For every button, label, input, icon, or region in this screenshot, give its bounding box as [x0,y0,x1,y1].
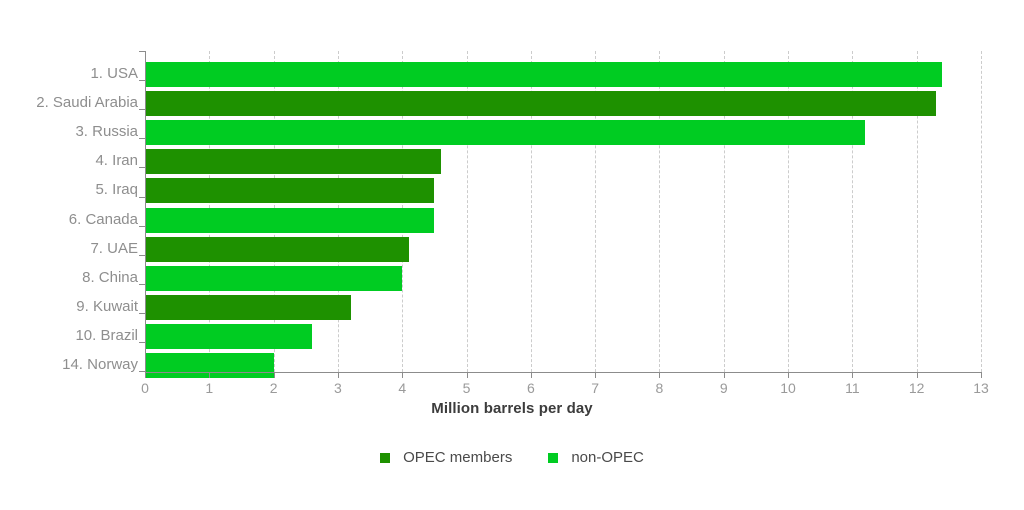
y-tick [139,371,146,373]
x-tick-label: 3 [334,380,342,396]
x-tick [209,372,211,378]
y-category-label: 6. Canada [68,210,138,228]
gridline [788,51,790,372]
y-tick [139,167,146,169]
bar[interactable] [145,149,441,175]
y-category-label: 10. Brazil [75,326,138,344]
gridline [852,51,854,372]
y-tick [139,342,146,343]
x-tick-label: 5 [462,380,471,396]
x-tick [981,372,982,378]
gridline [723,51,725,372]
bar[interactable] [145,236,409,262]
x-tick-label: 6 [526,380,535,396]
gridline [916,51,918,372]
y-axis-line [145,51,146,372]
x-tick [659,372,661,378]
legend-label: non-OPEC [571,449,644,466]
y-category-label: 14. Norway [62,356,138,373]
bar[interactable] [145,265,403,291]
x-tick [916,372,918,378]
legend-swatch-icon [548,452,559,463]
legend-item[interactable]: non-OPEC [548,449,644,466]
y-tick [139,225,146,227]
y-category-label: 1. USA [90,65,138,82]
x-tick [723,372,725,378]
x-axis-title: Million barrels per day [431,400,593,417]
y-category-label: 5. Iraq [95,181,138,199]
bar[interactable] [145,294,351,320]
bar[interactable] [145,120,866,146]
x-tick [852,372,854,378]
x-tick-label: 1 [205,380,214,396]
legend-item[interactable]: OPEC members [380,449,512,466]
x-tick [145,372,146,378]
gridline [659,51,661,372]
x-tick [402,372,404,378]
y-tick [139,196,146,198]
bar[interactable] [145,178,435,204]
x-axis-line [145,372,981,373]
x-tick [595,372,597,378]
gridline [530,51,532,372]
x-tick-label: 2 [269,380,278,396]
x-tick-label: 9 [719,380,728,396]
x-tick-label: 12 [908,380,925,396]
x-tick-label: 8 [655,380,664,396]
y-tick [139,109,146,111]
legend: OPEC members non-OPEC [0,449,1024,466]
gridline [981,51,982,372]
x-tick-label: 13 [973,380,989,396]
y-tick [139,283,146,285]
x-tick [530,372,532,378]
y-tick [139,138,146,140]
legend-label: OPEC members [403,449,513,466]
legend-swatch-icon [380,452,391,463]
gridline [466,51,468,372]
y-category-label: 8. China [82,268,138,286]
bar[interactable] [145,91,936,117]
x-tick-label: 10 [780,380,796,396]
x-tick [337,372,339,378]
y-category-label: 4. Iran [95,152,138,170]
bar[interactable] [145,207,435,233]
gridline [595,51,597,372]
x-tick-label: 4 [398,380,407,396]
bar[interactable] [145,62,943,87]
y-tick [139,80,146,82]
y-category-label: 2. Saudi Arabia [36,94,138,112]
x-tick-label: 0 [141,380,149,396]
y-tick [139,254,146,256]
x-tick [273,372,275,378]
x-tick-label: 7 [591,380,600,396]
y-category-label: 9. Kuwait [76,297,138,315]
bar[interactable] [145,323,313,349]
y-tick [139,51,146,52]
x-tick [466,372,468,378]
y-category-label: 7. UAE [90,239,138,257]
y-category-label: 3. Russia [75,123,138,141]
plot-area [145,51,982,378]
x-tick-label: 11 [845,380,860,396]
x-tick [788,372,790,378]
y-tick [139,312,146,314]
